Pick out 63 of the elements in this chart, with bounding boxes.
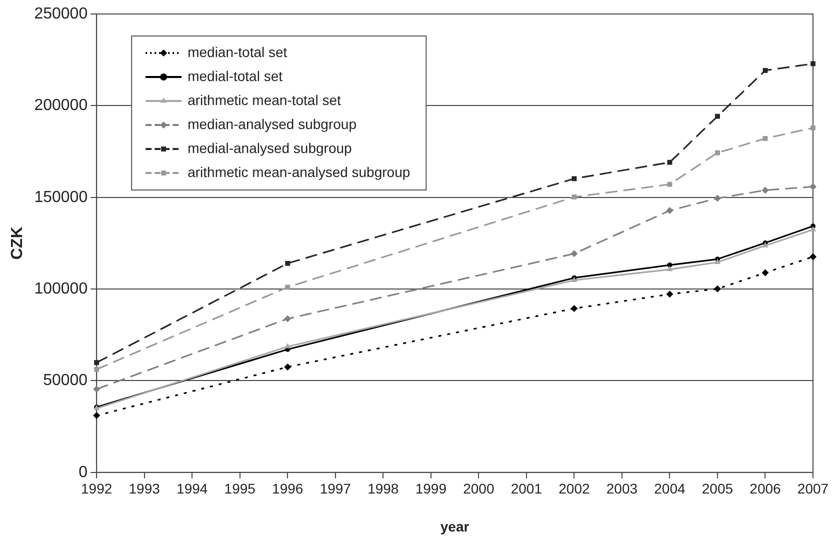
x-tick-label: 1999 [415, 480, 447, 497]
legend-label: arithmetic mean-analysed subgroup [188, 164, 410, 180]
point [666, 266, 673, 272]
y-tick-label: 0 [78, 464, 88, 481]
point [284, 363, 292, 370]
point [762, 68, 768, 73]
x-tick-label: 1994 [176, 480, 208, 497]
point [570, 304, 578, 312]
point [285, 284, 290, 290]
x-tick-label: 1998 [368, 480, 399, 497]
y-tick-label: 100000 [34, 280, 88, 298]
point [666, 290, 674, 298]
point [762, 186, 769, 194]
point [810, 183, 816, 190]
y-tick-label: 200000 [34, 97, 88, 114]
point [762, 269, 769, 276]
point [94, 366, 100, 372]
x-tick-label: 1995 [224, 480, 256, 497]
point [762, 136, 768, 141]
legend-label: median-total set [188, 44, 288, 60]
legend-label: arithmetic mean-total set [188, 92, 341, 108]
x-tick-label: 2003 [606, 480, 638, 497]
x-tick-label: 2004 [654, 480, 686, 497]
point [94, 360, 100, 366]
point [666, 207, 674, 214]
y-axis-title: CZK [9, 226, 26, 260]
point [714, 258, 721, 264]
x-tick-label: 2002 [558, 480, 590, 497]
x-tick-label: 1992 [81, 480, 112, 497]
x-tick-label: 1996 [272, 480, 304, 497]
legend-label: medial-total set [188, 68, 283, 84]
point [810, 125, 816, 130]
point [810, 61, 816, 66]
x-tick-label: 2006 [750, 480, 782, 497]
legend-label: medial-analysed subgroup [188, 140, 352, 156]
point [572, 176, 577, 182]
point [810, 226, 816, 232]
x-tick-label: 1997 [320, 480, 352, 497]
point [715, 114, 720, 119]
point [715, 150, 720, 156]
point [667, 182, 672, 187]
legend-label: median-analysed subgroup [188, 116, 357, 132]
y-tick-label: 250000 [34, 5, 88, 22]
x-tick-label: 2005 [702, 480, 734, 497]
point [667, 160, 672, 165]
y-tick-label: 150000 [34, 188, 88, 206]
point [572, 194, 577, 200]
x-tick-label: 2001 [510, 480, 542, 497]
point [810, 253, 816, 260]
point [714, 285, 721, 292]
x-tick-label: 2007 [797, 480, 829, 497]
point [714, 194, 721, 202]
point [285, 260, 290, 266]
x-tick-label: 2000 [463, 480, 494, 497]
y-tick-label: 50000 [43, 372, 88, 390]
point [93, 386, 100, 393]
point [667, 262, 672, 268]
point [284, 343, 291, 348]
point [284, 315, 292, 322]
x-tick-label: 1993 [128, 480, 160, 497]
point [93, 412, 100, 420]
x-axis-title: year [440, 518, 470, 534]
point [570, 250, 578, 258]
